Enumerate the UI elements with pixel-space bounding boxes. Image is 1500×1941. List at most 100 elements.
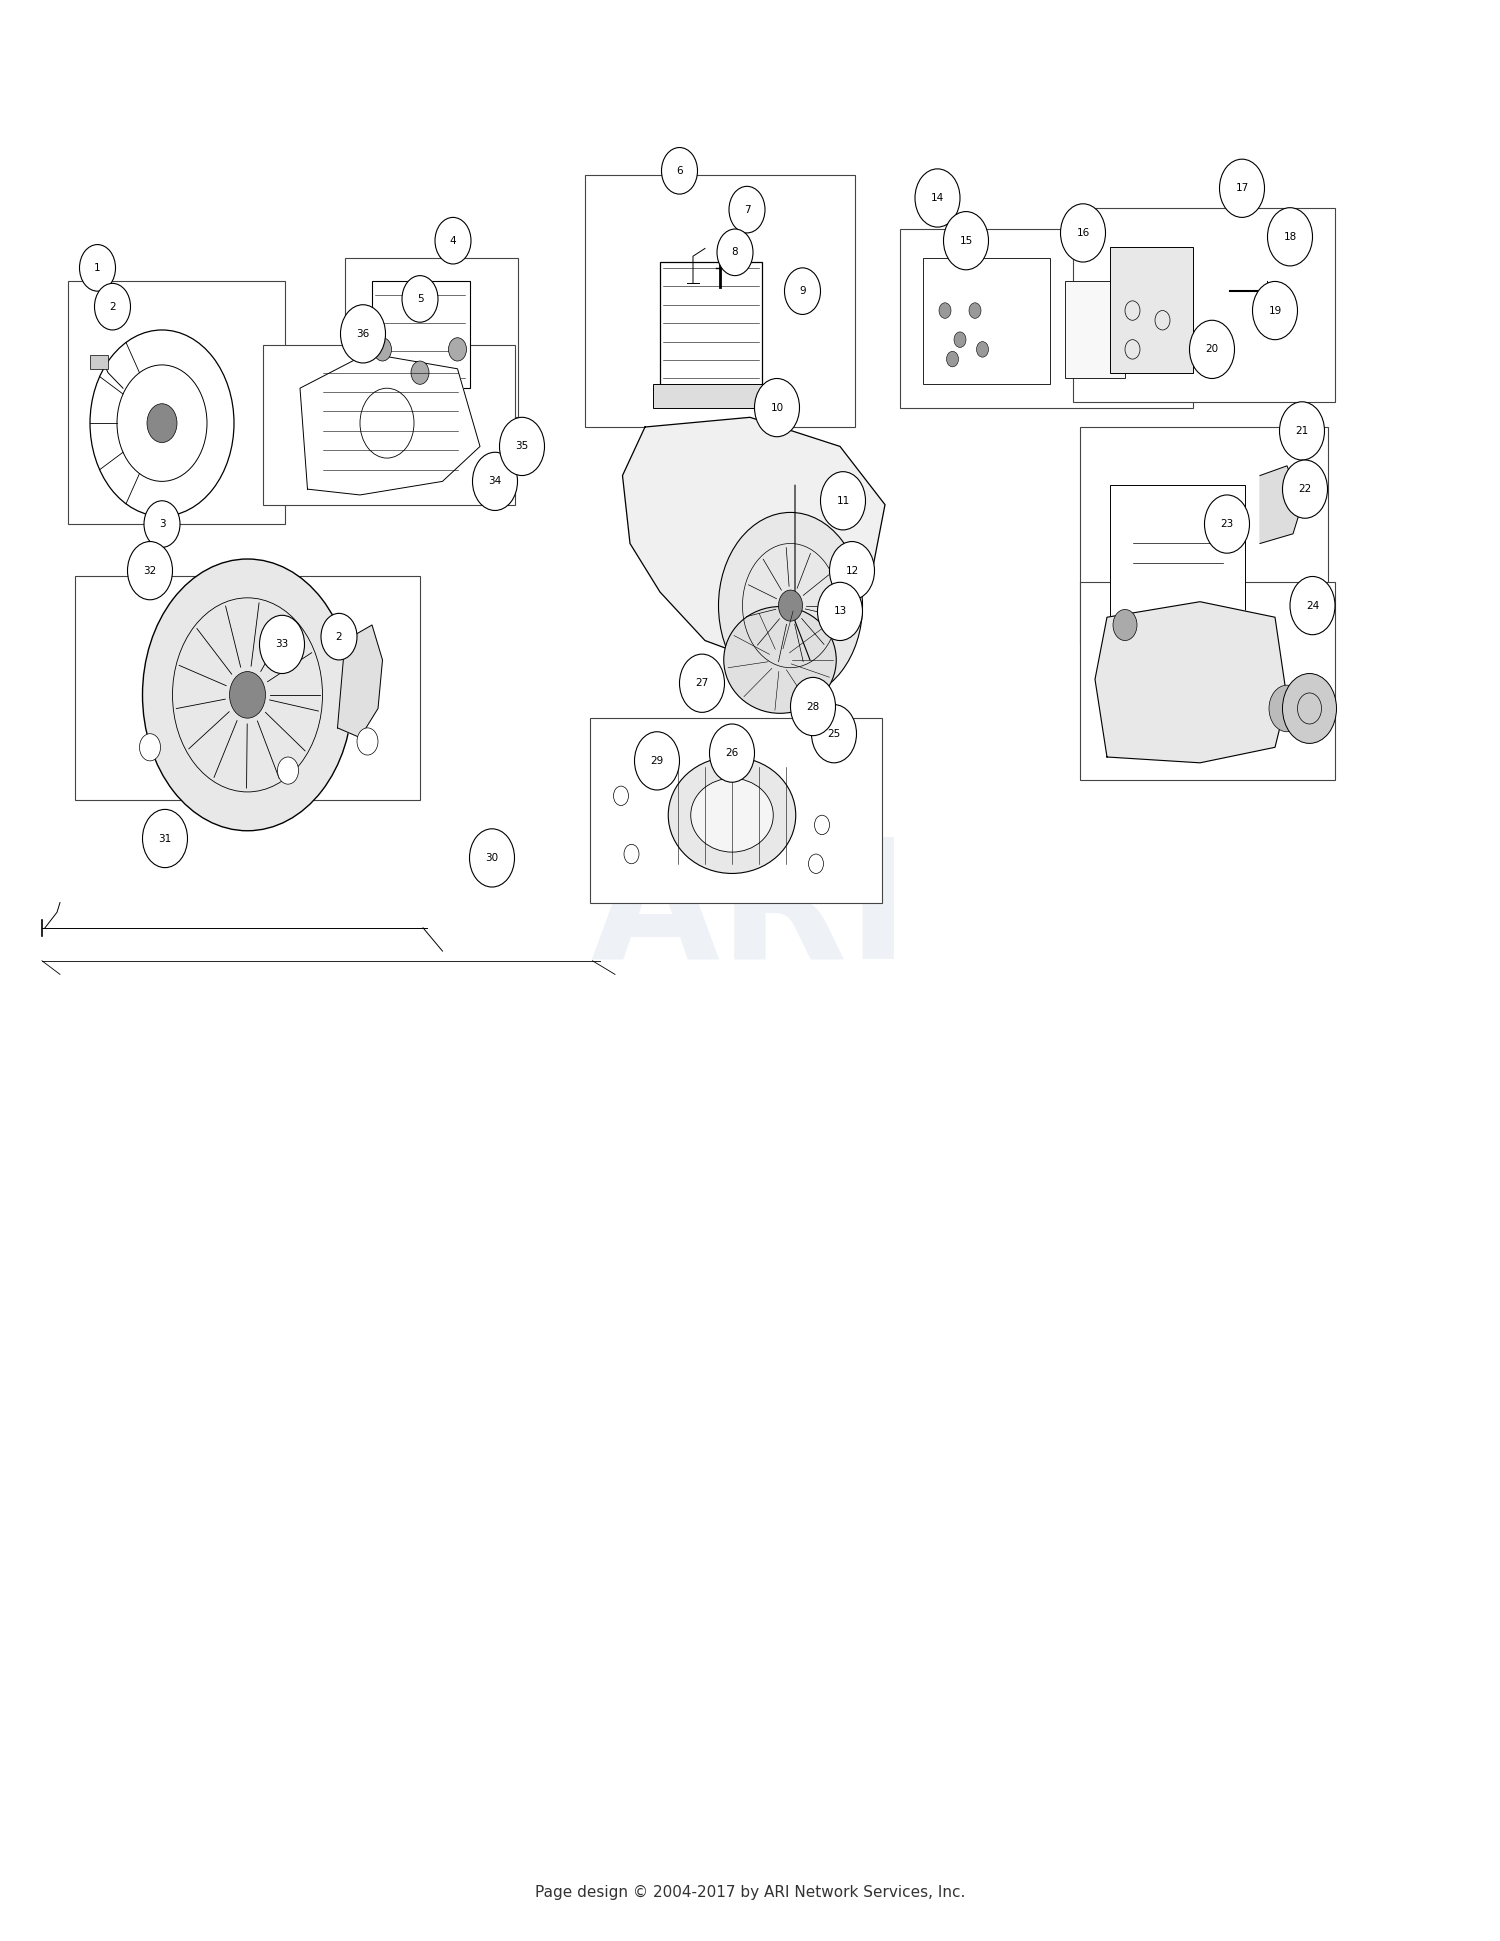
Circle shape	[729, 186, 765, 233]
Circle shape	[321, 613, 357, 660]
Text: 25: 25	[828, 728, 840, 740]
Circle shape	[680, 654, 724, 712]
Text: 12: 12	[846, 565, 858, 576]
Circle shape	[142, 809, 188, 868]
Bar	[1110, 485, 1245, 621]
Bar	[922, 258, 1050, 384]
Text: 1: 1	[94, 262, 100, 274]
Circle shape	[147, 404, 177, 443]
Circle shape	[1252, 281, 1298, 340]
Circle shape	[830, 542, 874, 600]
Circle shape	[818, 582, 862, 641]
Circle shape	[128, 542, 172, 600]
Circle shape	[939, 303, 951, 318]
Bar	[1072, 208, 1335, 402]
Circle shape	[812, 705, 856, 763]
Circle shape	[1220, 159, 1264, 217]
Circle shape	[1282, 674, 1336, 743]
Circle shape	[1269, 685, 1305, 732]
Text: 18: 18	[1284, 231, 1296, 243]
Text: 10: 10	[771, 402, 783, 413]
Text: 28: 28	[807, 701, 819, 712]
Text: 19: 19	[1269, 305, 1281, 316]
Bar	[90, 355, 108, 369]
Circle shape	[1280, 402, 1324, 460]
Text: 4: 4	[450, 235, 456, 247]
Circle shape	[278, 757, 298, 784]
Circle shape	[1290, 576, 1335, 635]
Circle shape	[374, 338, 392, 361]
Text: 8: 8	[732, 247, 738, 258]
Circle shape	[472, 452, 518, 510]
Ellipse shape	[669, 757, 795, 873]
Circle shape	[1113, 609, 1137, 641]
Bar	[1110, 247, 1192, 373]
Ellipse shape	[723, 606, 837, 714]
Text: 34: 34	[489, 476, 501, 487]
Circle shape	[954, 332, 966, 347]
Circle shape	[435, 217, 471, 264]
Ellipse shape	[690, 778, 774, 852]
Bar	[652, 384, 770, 408]
Bar	[75, 576, 420, 800]
Polygon shape	[338, 625, 382, 738]
Circle shape	[140, 734, 160, 761]
Circle shape	[946, 351, 958, 367]
Text: 13: 13	[834, 606, 846, 617]
Bar	[660, 262, 762, 388]
Circle shape	[969, 303, 981, 318]
Circle shape	[717, 229, 753, 276]
Bar	[372, 281, 470, 388]
Text: 23: 23	[1221, 518, 1233, 530]
Text: 11: 11	[837, 495, 849, 507]
Circle shape	[1190, 320, 1234, 378]
Text: 29: 29	[651, 755, 663, 767]
Bar	[1065, 281, 1125, 378]
Bar	[68, 281, 285, 524]
Text: 31: 31	[159, 833, 171, 844]
Circle shape	[80, 245, 116, 291]
Text: 21: 21	[1296, 425, 1308, 437]
Circle shape	[662, 148, 698, 194]
Polygon shape	[622, 417, 885, 670]
Circle shape	[448, 338, 466, 361]
Text: ARI: ARI	[591, 831, 909, 994]
Circle shape	[976, 342, 988, 357]
Circle shape	[718, 512, 862, 699]
Text: 2: 2	[336, 631, 342, 642]
Text: 32: 32	[144, 565, 156, 576]
Text: 33: 33	[276, 639, 288, 650]
Text: Page design © 2004-2017 by ARI Network Services, Inc.: Page design © 2004-2017 by ARI Network S…	[536, 1885, 964, 1900]
Circle shape	[915, 169, 960, 227]
Circle shape	[357, 728, 378, 755]
Text: 16: 16	[1077, 227, 1089, 239]
Text: 9: 9	[800, 285, 806, 297]
Circle shape	[821, 472, 866, 530]
Polygon shape	[1095, 602, 1287, 763]
Text: 22: 22	[1299, 483, 1311, 495]
Text: 27: 27	[696, 677, 708, 689]
Circle shape	[624, 844, 639, 864]
Circle shape	[808, 854, 824, 873]
Circle shape	[784, 268, 820, 314]
Circle shape	[411, 361, 429, 384]
Text: 7: 7	[744, 204, 750, 215]
Bar	[1080, 427, 1328, 644]
Text: 15: 15	[960, 235, 972, 247]
Circle shape	[614, 786, 628, 806]
Text: 3: 3	[159, 518, 165, 530]
Text: 2: 2	[110, 301, 116, 313]
Circle shape	[790, 677, 836, 736]
Polygon shape	[300, 353, 480, 495]
Circle shape	[94, 283, 130, 330]
Circle shape	[1282, 460, 1328, 518]
Bar	[590, 718, 882, 903]
Circle shape	[710, 724, 754, 782]
Text: 17: 17	[1236, 182, 1248, 194]
Circle shape	[815, 815, 830, 835]
Circle shape	[260, 615, 305, 674]
Text: 5: 5	[417, 293, 423, 305]
Polygon shape	[1260, 466, 1302, 543]
Text: 24: 24	[1306, 600, 1318, 611]
Circle shape	[142, 559, 352, 831]
